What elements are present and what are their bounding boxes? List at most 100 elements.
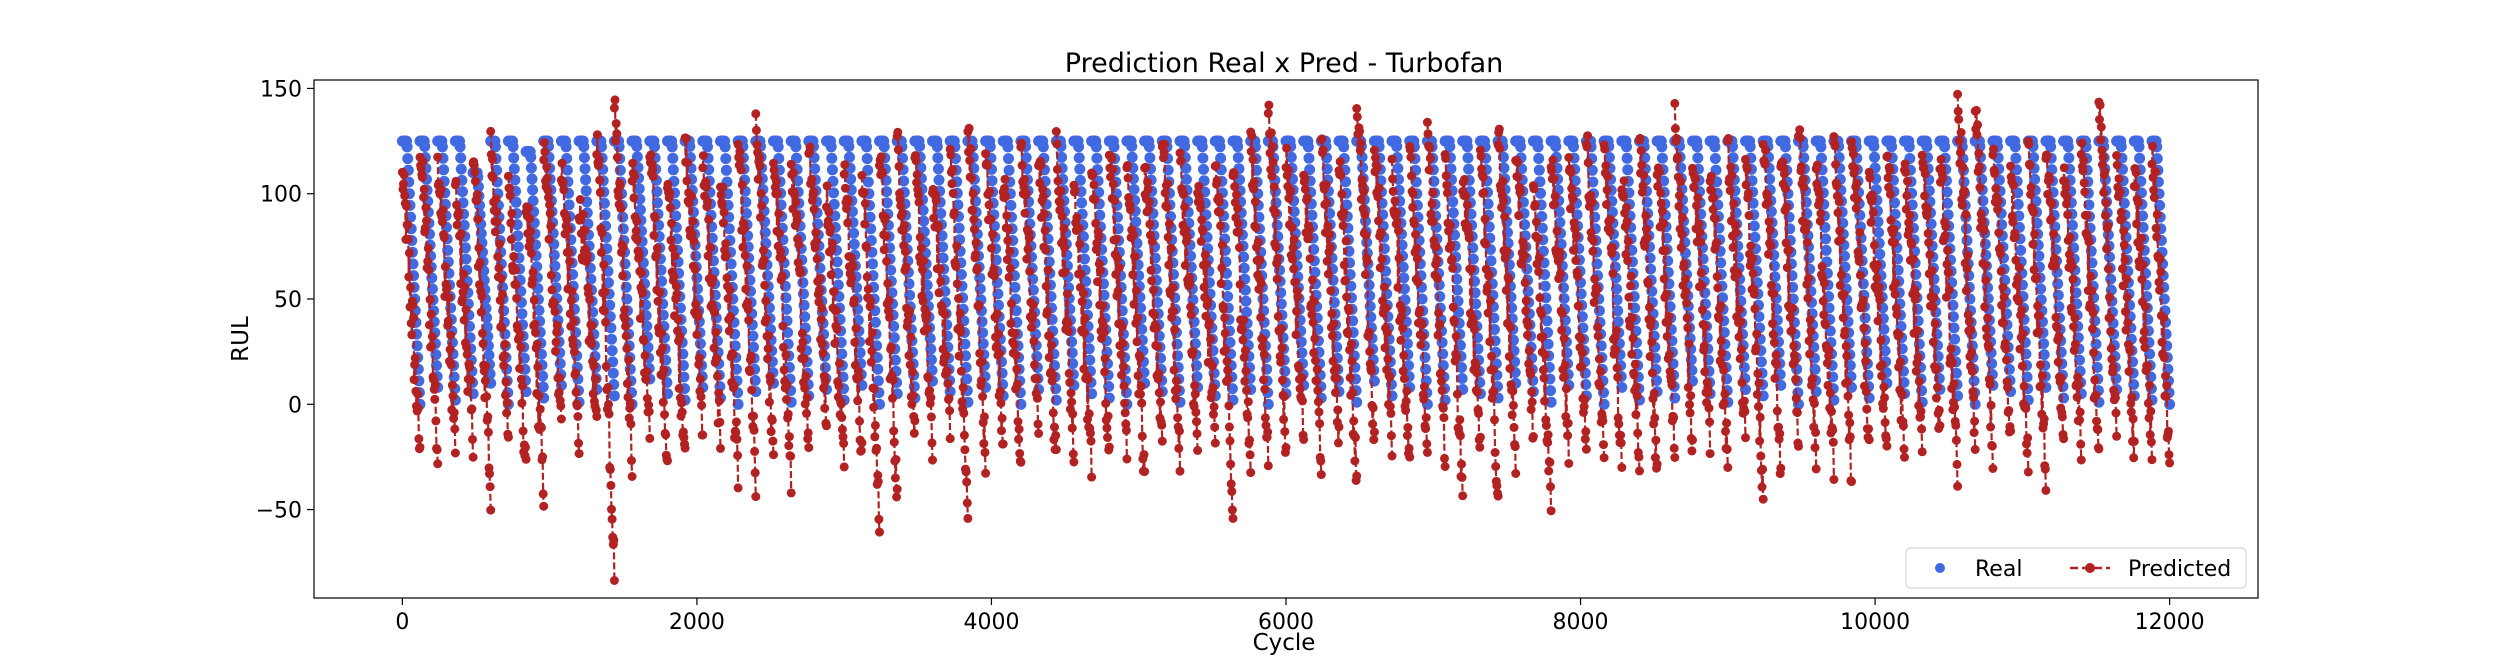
predicted-point xyxy=(882,256,892,266)
predicted-point xyxy=(773,188,783,198)
real-point xyxy=(1056,151,1068,163)
predicted-point xyxy=(414,434,424,444)
predicted-point xyxy=(1063,319,1073,328)
real-point xyxy=(1222,291,1234,302)
predicted-point xyxy=(1321,180,1331,190)
predicted-point xyxy=(1051,127,1061,136)
predicted-point xyxy=(463,387,473,396)
predicted-point xyxy=(595,175,605,185)
predicted-point xyxy=(1259,349,1269,359)
predicted-point xyxy=(1023,244,1033,254)
predicted-point xyxy=(609,576,619,585)
predicted-point xyxy=(1352,104,1362,113)
real-point xyxy=(1621,152,1633,164)
predicted-point xyxy=(509,251,519,261)
predicted-point xyxy=(1003,236,1013,246)
real-point xyxy=(608,390,620,402)
real-point xyxy=(1232,141,1244,153)
predicted-point xyxy=(771,176,781,186)
predicted-point xyxy=(1206,334,1216,344)
predicted-point xyxy=(786,488,796,498)
predicted-point xyxy=(466,375,476,385)
real-point xyxy=(1090,141,1102,153)
predicted-point xyxy=(605,465,615,474)
predicted-point xyxy=(792,215,802,225)
predicted-point xyxy=(769,450,778,460)
predicted-point xyxy=(445,345,455,354)
predicted-point xyxy=(721,250,731,260)
predicted-point xyxy=(1156,397,1165,407)
predicted-point xyxy=(1083,374,1093,384)
predicted-point xyxy=(1248,155,1258,164)
predicted-point xyxy=(827,239,837,248)
real-point xyxy=(976,316,988,328)
predicted-point xyxy=(711,327,721,337)
predicted-point xyxy=(1193,445,1203,455)
predicted-point xyxy=(766,427,776,437)
predicted-point xyxy=(736,165,746,175)
predicted-point xyxy=(926,412,936,422)
predicted-point xyxy=(892,484,902,494)
real-point xyxy=(825,141,837,153)
predicted-point xyxy=(1387,154,1397,164)
real-point xyxy=(1447,196,1459,208)
predicted-point xyxy=(1192,417,1201,427)
predicted-point xyxy=(1059,224,1069,233)
predicted-point xyxy=(503,432,513,442)
real-point xyxy=(1357,162,1369,174)
predicted-point xyxy=(751,125,761,135)
predicted-point xyxy=(757,201,767,211)
real-point xyxy=(537,381,549,393)
real-point xyxy=(1622,164,1634,176)
predicted-point xyxy=(732,434,742,444)
predicted-point xyxy=(1137,431,1147,441)
predicted-point xyxy=(597,228,607,238)
predicted-point xyxy=(492,207,502,217)
predicted-point xyxy=(1050,422,1059,432)
predicted-point xyxy=(1209,402,1219,412)
predicted-point xyxy=(500,339,510,349)
predicted-point xyxy=(436,185,446,194)
predicted-point xyxy=(1108,179,1118,189)
predicted-point xyxy=(438,205,448,215)
predicted-point xyxy=(1087,472,1097,482)
predicted-point xyxy=(495,239,505,249)
predicted-point xyxy=(1123,161,1132,170)
real-point xyxy=(986,175,998,187)
predicted-point xyxy=(992,309,1002,319)
predicted-point xyxy=(1299,434,1309,444)
predicted-point xyxy=(742,261,752,271)
real-point xyxy=(1130,216,1142,228)
predicted-point xyxy=(1439,413,1449,423)
predicted-point xyxy=(1147,237,1157,247)
predicted-point xyxy=(490,227,500,237)
predicted-point xyxy=(1282,143,1292,153)
predicted-point xyxy=(448,391,458,401)
predicted-point xyxy=(1157,420,1167,430)
predicted-point xyxy=(1172,384,1182,394)
predicted-point xyxy=(1250,197,1260,207)
predicted-point xyxy=(799,354,809,364)
real-point xyxy=(694,338,706,350)
predicted-point xyxy=(1372,162,1382,172)
predicted-point xyxy=(404,272,414,282)
predicted-point xyxy=(1323,221,1333,231)
predicted-point xyxy=(1404,443,1414,453)
predicted-point xyxy=(1338,221,1348,231)
predicted-point xyxy=(531,328,540,337)
real-point xyxy=(1257,293,1269,305)
real-point xyxy=(1079,253,1090,265)
predicted-point xyxy=(981,149,991,159)
real-point xyxy=(1084,354,1096,366)
predicted-point xyxy=(486,505,496,515)
predicted-point xyxy=(540,147,550,157)
predicted-point xyxy=(413,389,423,399)
predicted-point xyxy=(1144,205,1154,215)
predicted-point xyxy=(801,371,811,381)
predicted-point xyxy=(1256,313,1266,322)
real-point xyxy=(526,173,538,185)
predicted-point xyxy=(1289,264,1299,274)
predicted-point xyxy=(1297,373,1307,383)
predicted-point xyxy=(499,350,509,360)
predicted-point xyxy=(661,430,671,440)
